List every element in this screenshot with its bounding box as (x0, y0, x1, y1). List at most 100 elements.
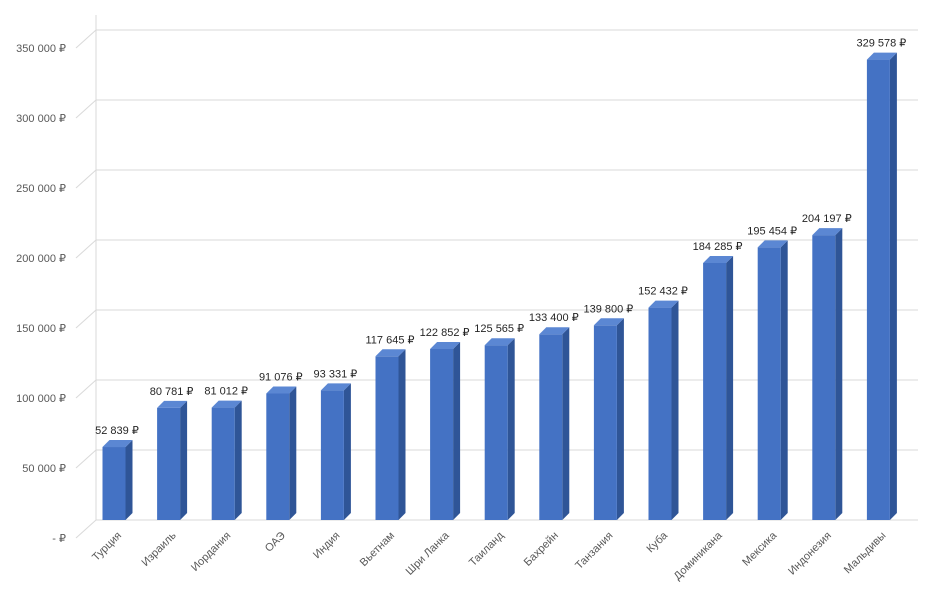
data-label: 184 285 ₽ (693, 241, 743, 253)
bar-top (211, 400, 242, 408)
y-tick-label: 200 000 ₽ (16, 253, 66, 265)
bar-side (562, 327, 570, 520)
data-label: 195 454 ₽ (747, 225, 797, 237)
bar-side (780, 240, 788, 521)
category-label: Бахрейн (522, 530, 561, 569)
bar (102, 440, 133, 520)
gridline-depth (75, 99, 97, 119)
y-tick-label: 100 000 ₽ (16, 393, 66, 405)
category-label: Мальдивы (842, 530, 889, 577)
y-tick-label: 50 000 ₽ (22, 463, 66, 475)
data-label: 80 781 ₽ (150, 386, 194, 398)
category-label: Танзания (573, 530, 615, 572)
bar (593, 318, 624, 520)
bar-front (266, 393, 290, 520)
bar (266, 386, 297, 520)
category-label: Иордания (189, 530, 233, 574)
data-label: 91 076 ₽ (259, 371, 303, 383)
bar-side (671, 300, 679, 520)
bar-side (234, 400, 242, 520)
bar-top (157, 400, 188, 408)
bar-front (375, 356, 399, 520)
bar-front (430, 349, 454, 520)
gridline-depth (75, 519, 97, 539)
category-label: Индонезия (786, 530, 834, 578)
bar-front (866, 59, 890, 521)
bar (211, 400, 242, 520)
bar (648, 300, 679, 520)
data-label: 204 197 ₽ (802, 213, 852, 225)
bars (102, 52, 897, 521)
data-label: 125 565 ₽ (474, 323, 524, 335)
category-label: Вьетнам (358, 530, 397, 569)
y-tick-label: 250 000 ₽ (16, 183, 66, 195)
bar-top (539, 327, 570, 335)
gridline-depth (75, 309, 97, 329)
gridline-depth (75, 29, 97, 49)
bar-front (703, 263, 727, 520)
category-label: Таиланд (467, 529, 507, 569)
bar (812, 228, 843, 520)
gridline-depth (75, 379, 97, 399)
bar-front (648, 307, 672, 520)
data-label: 152 432 ₽ (638, 286, 688, 298)
gridline-depth (75, 449, 97, 469)
category-label: Мексика (740, 529, 780, 569)
bar-side (125, 440, 133, 520)
category-label: ОАЭ (263, 530, 288, 555)
bar-top (866, 52, 897, 60)
gridline-depth (75, 169, 97, 189)
data-label: 93 331 ₽ (314, 368, 358, 380)
bar (320, 383, 351, 520)
data-label: 133 400 ₽ (529, 312, 579, 324)
bar-front (539, 334, 563, 520)
bar-side (343, 383, 351, 520)
bar-side (507, 338, 515, 520)
bar-side (889, 52, 897, 521)
bar (375, 349, 406, 520)
y-tick-label: - ₽ (52, 533, 66, 545)
data-label: 52 839 ₽ (95, 425, 139, 437)
bar-top (484, 338, 515, 346)
bar-top (593, 318, 624, 326)
bar-side (289, 386, 297, 520)
bar (757, 240, 788, 521)
bar (430, 342, 461, 520)
bar-side (453, 342, 461, 520)
bar (703, 256, 734, 520)
bar-side (180, 400, 188, 520)
bar-side (616, 318, 624, 520)
y-tick-label: 350 000 ₽ (16, 43, 66, 55)
category-label: Турция (90, 530, 124, 564)
bar-front (211, 407, 235, 520)
bar (484, 338, 515, 520)
gridline-depth (75, 239, 97, 259)
category-label: Куба (645, 529, 671, 555)
bar-front (157, 407, 181, 520)
bar-top (375, 349, 406, 357)
y-tick-label: 150 000 ₽ (16, 323, 66, 335)
y-axis-ticks: - ₽ 50 000 ₽ 100 000 ₽ 150 000 ₽ 200 000 ₽ 25… (16, 43, 66, 545)
category-label: Израиль (139, 529, 178, 568)
bar-top (320, 383, 351, 391)
bar-side (398, 349, 406, 520)
category-label: Шри Ланка (404, 529, 453, 578)
y-tick-label: 300 000 ₽ (16, 113, 66, 125)
bar-top (812, 228, 843, 236)
bar-front (320, 390, 344, 520)
bar (539, 327, 570, 520)
bar-front (484, 345, 508, 520)
bar-top (102, 440, 133, 448)
data-label: 122 852 ₽ (420, 327, 470, 339)
category-label: Индия (311, 530, 342, 561)
bar-side (726, 256, 734, 520)
bar-top (703, 256, 734, 264)
category-labels: Турция Израиль Иордания ОАЭ Индия Вьетнам Шри … (90, 529, 888, 583)
bar-top (430, 342, 461, 350)
bar-top (757, 240, 788, 248)
data-label: 139 800 ₽ (583, 303, 633, 315)
bar (866, 52, 897, 521)
category-label: Доминикана (672, 529, 726, 583)
bar-front (757, 247, 781, 521)
data-label: 117 645 ₽ (365, 334, 414, 346)
